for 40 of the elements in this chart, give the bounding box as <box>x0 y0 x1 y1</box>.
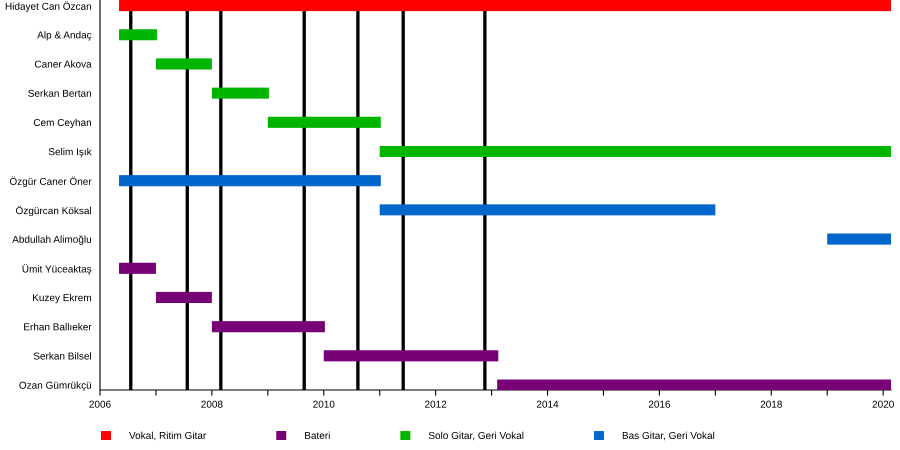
bar <box>119 0 891 12</box>
bar <box>156 58 212 70</box>
y-tick-label: Erhan Ballıeker <box>24 323 92 330</box>
bar <box>119 262 156 274</box>
y-tick-label: Ümit Yüceaktaş <box>22 264 92 275</box>
bar <box>827 234 891 245</box>
x-tick-label: 2014 <box>536 400 558 408</box>
bar <box>268 116 381 128</box>
bar <box>380 204 716 216</box>
x-tick-label: 2018 <box>760 400 782 408</box>
bar <box>497 379 891 390</box>
y-tick-label: Selim Işık <box>48 148 92 158</box>
y-tick-label: Hidayet Can Özcan <box>6 1 92 12</box>
y-tick-label: Ozan Gümrükçü <box>19 381 92 391</box>
bar <box>119 29 158 40</box>
x-tick-label: 2012 <box>425 400 446 408</box>
y-tick-label: Abdullah Alimoğlu <box>12 235 92 245</box>
y-tick-label: Serkan Bilsel <box>34 352 91 360</box>
y-tick-label: Cem Ceyhan <box>34 118 92 128</box>
y-tick-label: Kuzey Ekrem <box>33 294 92 304</box>
y-tick-label: Alp & Andaç <box>37 31 92 40</box>
legend-label: Bateri <box>305 432 330 440</box>
x-tick-label: 2020 <box>872 400 894 408</box>
x-tick-label: 2016 <box>648 400 670 408</box>
legend-label: Solo Gitar, Geri Vokal <box>428 432 524 440</box>
x-tick-label: 2006 <box>89 400 111 408</box>
bar <box>324 350 498 362</box>
y-tick-label: Serkan Bertan <box>28 90 92 97</box>
bar <box>156 292 212 304</box>
bar <box>212 321 325 332</box>
x-tick-label: 2008 <box>201 400 223 408</box>
legend-label: Bas Gitar, Geri Vokal <box>622 432 714 440</box>
y-tick-label: Özgürcan Köksal <box>16 206 91 216</box>
y-tick-label: Özgür Caner Öner <box>10 176 92 187</box>
bar <box>380 146 891 158</box>
x-tick-label: 2010 <box>313 400 334 408</box>
bar <box>119 175 381 186</box>
bar <box>212 88 269 99</box>
legend-label: Vokal, Ritim Gitar <box>129 432 206 440</box>
y-tick-label: Caner Akova <box>34 60 92 68</box>
